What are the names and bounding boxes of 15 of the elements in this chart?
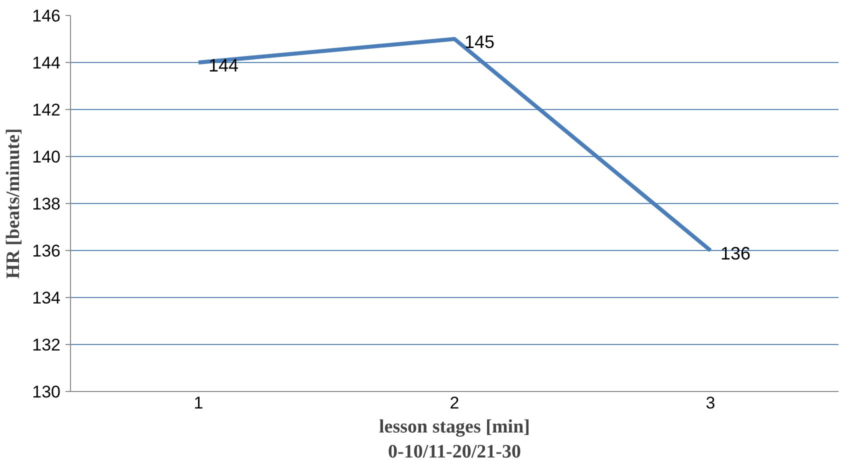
x-tick-label: 1 xyxy=(194,394,204,412)
y-tick-label: 138 xyxy=(32,194,61,214)
y-tick-label: 140 xyxy=(32,148,61,166)
x-tick-label: 3 xyxy=(706,394,716,412)
y-tick-label: 146 xyxy=(32,6,61,26)
y-tick-label: 136 xyxy=(32,242,61,260)
data-label: 145 xyxy=(464,32,495,52)
y-tick-label: 130 xyxy=(32,382,61,402)
x-tick-label: 2 xyxy=(450,394,460,412)
y-tick-label: 132 xyxy=(32,336,61,354)
y-tick-label: 144 xyxy=(32,54,61,72)
y-tick-label: 134 xyxy=(32,288,61,308)
x-axis-title: lesson stages [min] 0-10/11-20/21-30 xyxy=(379,416,530,463)
y-axis-title: HR [beats/minute] xyxy=(3,128,24,279)
y-tick-label: 142 xyxy=(32,100,61,120)
